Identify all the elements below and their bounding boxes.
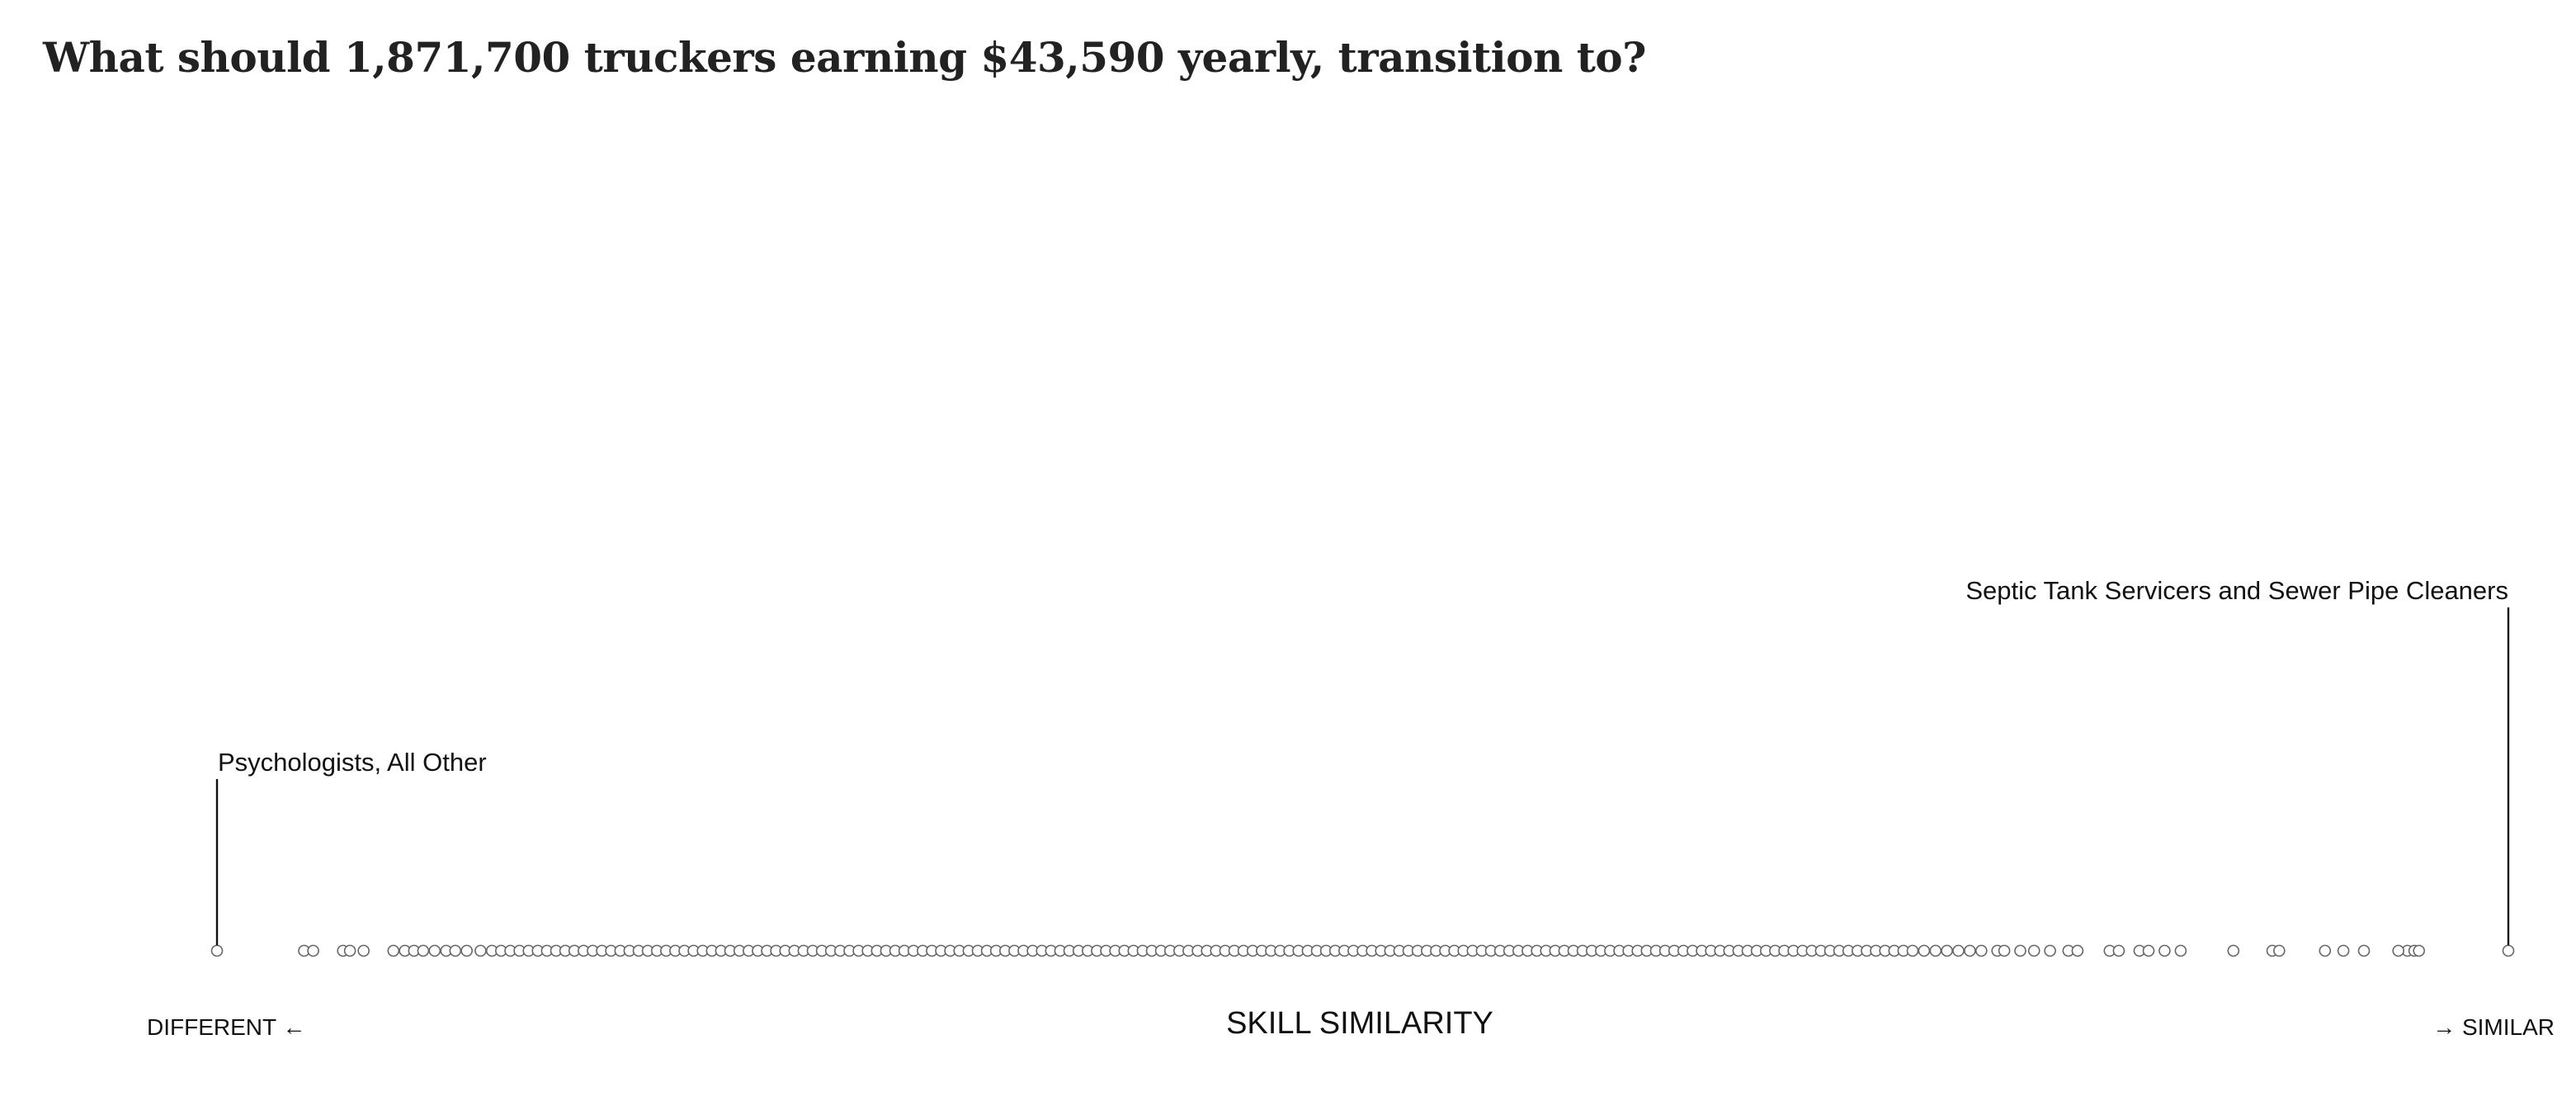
occupation-point[interactable] xyxy=(2142,944,2155,957)
occupation-point[interactable] xyxy=(357,944,370,957)
x-axis-label: SKILL SIMILARITY xyxy=(1226,1006,1493,1041)
occupation-point[interactable] xyxy=(343,944,356,957)
occupation-point[interactable] xyxy=(2071,944,2084,957)
occupation-point[interactable] xyxy=(2158,944,2171,957)
occupation-point[interactable] xyxy=(2014,944,2026,957)
occupation-point[interactable] xyxy=(2273,944,2286,957)
occupation-point[interactable] xyxy=(2392,944,2404,957)
occupation-point[interactable] xyxy=(2227,944,2240,957)
occupation-point[interactable] xyxy=(210,944,224,957)
occupation-point[interactable] xyxy=(2357,944,2371,957)
occupation-point[interactable] xyxy=(1918,944,1931,957)
occupation-point[interactable] xyxy=(2044,944,2056,957)
occupation-point[interactable] xyxy=(2027,944,2041,957)
occupation-point[interactable] xyxy=(1941,944,1953,957)
occupation-point[interactable] xyxy=(2174,944,2187,957)
occupation-point[interactable] xyxy=(428,944,441,957)
occupation-point[interactable] xyxy=(1964,944,1976,957)
occupation-point[interactable] xyxy=(1975,944,1988,957)
occupation-point[interactable] xyxy=(474,944,487,957)
annotation-label: Psychologists, All Other xyxy=(218,748,487,777)
occupation-point[interactable] xyxy=(417,944,430,957)
occupation-point[interactable] xyxy=(387,944,400,957)
annotations-layer: Psychologists, All Other Septic Tank Serv… xyxy=(215,576,2510,946)
occupation-point[interactable] xyxy=(1952,944,1965,957)
occupation-point[interactable] xyxy=(449,944,462,957)
occupation-point[interactable] xyxy=(2112,944,2125,957)
axis-right-label: → SIMILAR xyxy=(2432,1014,2555,1040)
axis-left-label: DIFFERENT ← xyxy=(147,1014,305,1040)
occupation-point[interactable] xyxy=(460,944,474,957)
occupation-point[interactable] xyxy=(2319,944,2332,957)
dots-layer xyxy=(210,944,2515,957)
occupation-point[interactable] xyxy=(1929,944,1942,957)
page-title: What should 1,871,700 truckers earning $… xyxy=(43,33,1646,82)
occupation-point[interactable] xyxy=(2502,944,2515,957)
annotation-label: Septic Tank Servicers and Sewer Pipe Cle… xyxy=(1965,576,2508,605)
occupation-point[interactable] xyxy=(1998,944,2011,957)
occupation-point[interactable] xyxy=(2337,944,2350,957)
occupation-point[interactable] xyxy=(2413,944,2425,957)
occupation-point[interactable] xyxy=(1906,944,1919,957)
occupation-point[interactable] xyxy=(307,944,319,957)
